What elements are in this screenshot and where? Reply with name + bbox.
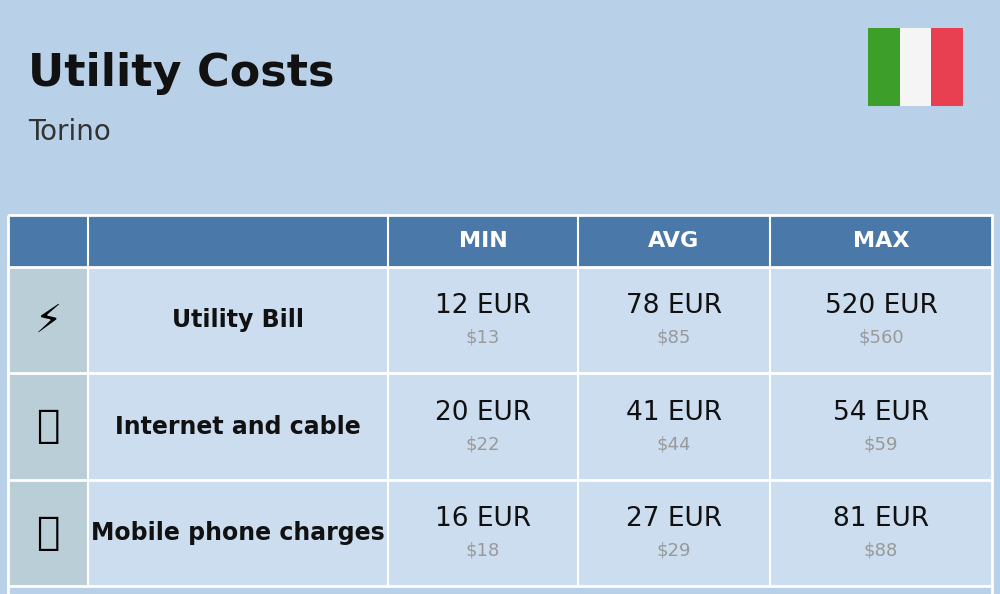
Text: $85: $85: [657, 329, 691, 347]
Bar: [88, 267, 992, 374]
Text: $59: $59: [864, 435, 898, 453]
Text: AVG: AVG: [648, 231, 700, 251]
Text: 41 EUR: 41 EUR: [626, 400, 722, 426]
Text: $18: $18: [466, 542, 500, 560]
Text: $29: $29: [657, 542, 691, 560]
Text: $13: $13: [466, 329, 500, 347]
Bar: [900, 28, 931, 106]
Text: 54 EUR: 54 EUR: [833, 400, 929, 426]
Text: $22: $22: [466, 435, 500, 453]
Text: MAX: MAX: [853, 231, 909, 251]
Text: 20 EUR: 20 EUR: [435, 400, 531, 426]
Text: ⚡: ⚡: [34, 301, 62, 339]
Bar: [88, 480, 992, 586]
Bar: [868, 28, 900, 106]
Text: $88: $88: [864, 542, 898, 560]
Text: $560: $560: [858, 329, 904, 347]
Text: 78 EUR: 78 EUR: [626, 293, 722, 320]
Text: 📱: 📱: [36, 514, 60, 552]
Text: 📶: 📶: [36, 407, 60, 446]
Text: $44: $44: [657, 435, 691, 453]
Bar: [8, 374, 88, 480]
Bar: [8, 267, 88, 374]
Bar: [8, 480, 88, 586]
Text: Utility Costs: Utility Costs: [28, 52, 334, 95]
Bar: [8, 215, 388, 267]
Text: 81 EUR: 81 EUR: [833, 506, 929, 532]
Text: 27 EUR: 27 EUR: [626, 506, 722, 532]
Text: Internet and cable: Internet and cable: [115, 415, 361, 438]
Bar: [8, 215, 992, 267]
Text: MIN: MIN: [459, 231, 507, 251]
Bar: [8, 215, 992, 594]
Text: 12 EUR: 12 EUR: [435, 293, 531, 320]
Text: 520 EUR: 520 EUR: [825, 293, 937, 320]
Text: Torino: Torino: [28, 118, 111, 146]
Text: Mobile phone charges: Mobile phone charges: [91, 521, 385, 545]
Bar: [88, 374, 992, 480]
Bar: [931, 28, 963, 106]
Text: Utility Bill: Utility Bill: [172, 308, 304, 332]
Text: 16 EUR: 16 EUR: [435, 506, 531, 532]
